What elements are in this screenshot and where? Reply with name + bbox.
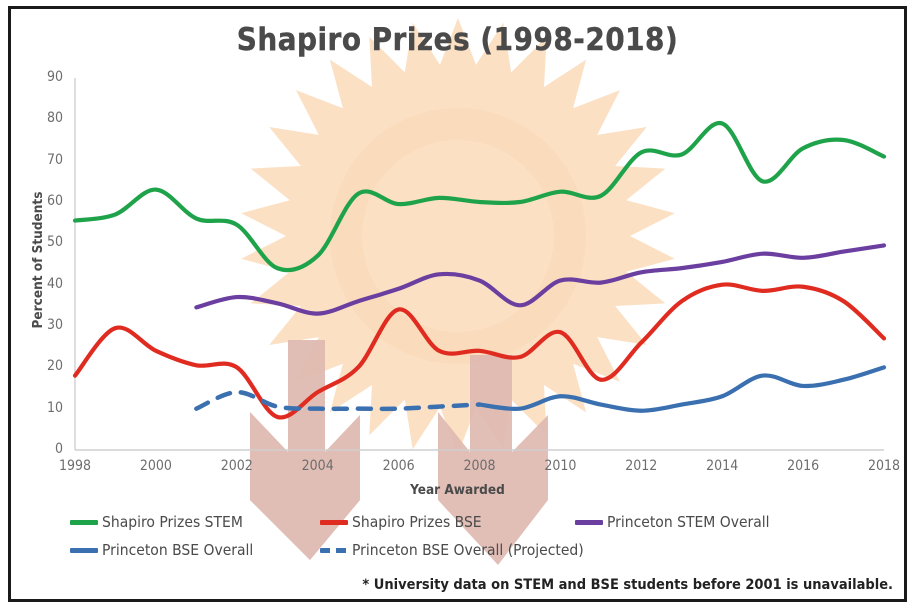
x-axis-title: Year Awarded [410, 482, 505, 498]
y-tick-20: 20 [46, 358, 63, 375]
x-tick-1998: 1998 [58, 458, 92, 474]
chart-title: Shapiro Prizes (1998-2018) [236, 22, 679, 58]
x-tick-2012: 2012 [625, 458, 658, 474]
y-tick-80: 80 [46, 110, 63, 127]
legend-item-princeton-stem-overall[interactable]: Princeton STEM Overall [575, 513, 770, 531]
x-tick-2010: 2010 [544, 458, 577, 474]
legend-label: Shapiro Prizes STEM [102, 513, 243, 531]
x-tick-2016: 2016 [787, 458, 820, 474]
x-tick-2004: 2004 [301, 458, 334, 474]
legend-item-shapiro-prizes-bse[interactable]: Shapiro Prizes BSE [320, 513, 575, 531]
series-line-1 [72, 282, 887, 420]
y-tick-60: 60 [46, 193, 63, 209]
axes [74, 78, 884, 451]
y-axis-title: Percent of Students [30, 191, 46, 329]
legend-label: Princeton STEM Overall [607, 513, 770, 531]
y-tick-10: 10 [46, 399, 63, 416]
legend-row-1: Princeton BSE Overall Princeton BSE Overa… [70, 536, 870, 564]
x-tick-2014: 2014 [706, 458, 739, 474]
y-tick-30: 30 [46, 317, 63, 333]
legend-label: Shapiro Prizes BSE [352, 513, 482, 531]
x-tick-2002: 2002 [220, 458, 253, 474]
y-tick-0: 0 [54, 441, 63, 457]
legend-swatch-icon [320, 519, 348, 525]
series-line-2 [194, 243, 887, 316]
series-line-0 [72, 121, 887, 273]
series-line-4 [194, 389, 482, 412]
legend-item-princeton-bse-overall-projected[interactable]: Princeton BSE Overall (Projected) [320, 541, 584, 559]
legend-label: Princeton BSE Overall (Projected) [352, 541, 584, 559]
legend-label: Princeton BSE Overall [102, 541, 254, 559]
legend-row-0: Shapiro Prizes STEM Shapiro Prizes BSE Pri… [70, 508, 870, 536]
legend-item-shapiro-prizes-stem[interactable]: Shapiro Prizes STEM [70, 513, 320, 531]
y-tick-40: 40 [46, 275, 63, 292]
y-tick-90: 90 [46, 69, 63, 85]
series-line-3 [477, 365, 887, 413]
x-tick-2000: 2000 [139, 458, 172, 474]
legend-item-princeton-bse-overall[interactable]: Princeton BSE Overall [70, 541, 320, 559]
y-tick-70: 70 [46, 151, 63, 168]
data-series-layer [72, 121, 887, 420]
y-tick-50: 50 [46, 234, 63, 251]
x-tick-2006: 2006 [382, 458, 415, 474]
chart-legend: Shapiro Prizes STEM Shapiro Prizes BSE Pri… [70, 508, 870, 564]
x-tick-2018: 2018 [867, 458, 901, 474]
legend-swatch-icon [575, 519, 603, 525]
legend-swatch-icon [320, 547, 348, 553]
x-tick-2008: 2008 [463, 458, 496, 474]
legend-swatch-icon [70, 547, 98, 553]
footnote: * University data on STEM and BSE studen… [362, 577, 893, 593]
legend-swatch-icon [70, 519, 98, 525]
